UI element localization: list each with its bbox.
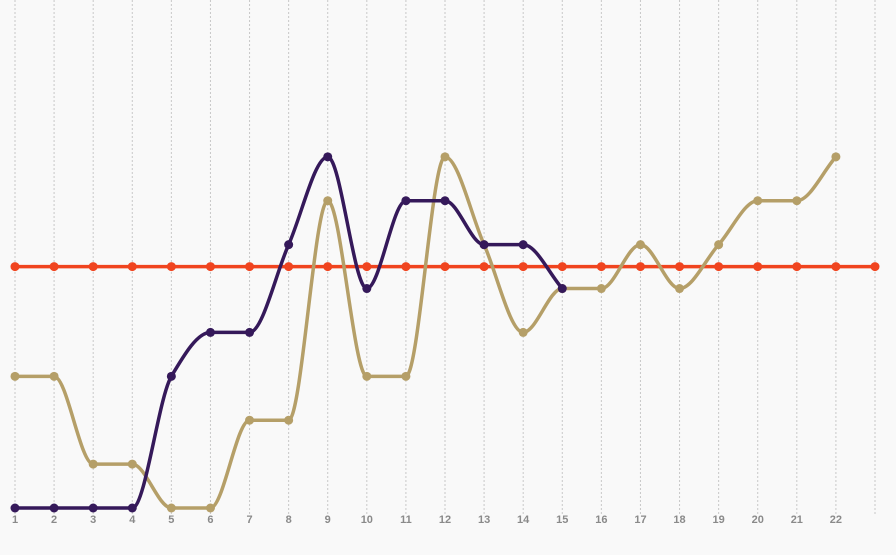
x-tick-label: 3	[90, 514, 96, 526]
data-point	[557, 284, 567, 294]
data-point	[10, 262, 20, 272]
data-point	[440, 196, 450, 206]
x-tick-label: 20	[752, 514, 764, 526]
data-point	[440, 262, 450, 272]
data-point	[753, 262, 763, 272]
data-point	[518, 262, 528, 272]
data-point	[635, 262, 645, 272]
x-tick-label: 21	[791, 514, 803, 526]
data-point	[714, 262, 724, 272]
data-point	[440, 152, 450, 162]
x-tick-label: 22	[830, 514, 842, 526]
data-point	[49, 371, 59, 381]
x-tick-label: 5	[168, 514, 174, 526]
data-point	[362, 371, 372, 381]
x-tick-label: 13	[478, 514, 490, 526]
data-point	[362, 284, 372, 294]
data-point	[88, 262, 98, 272]
data-point	[245, 262, 255, 272]
data-point	[127, 459, 137, 469]
x-tick-label: 19	[713, 514, 725, 526]
data-point	[753, 196, 763, 206]
data-point	[10, 371, 20, 381]
x-tick-label: 18	[673, 514, 685, 526]
data-point	[127, 262, 137, 272]
data-point	[714, 240, 724, 250]
data-point	[596, 262, 606, 272]
data-point	[635, 240, 645, 250]
data-point	[479, 262, 489, 272]
x-tick-label: 4	[129, 514, 136, 526]
data-point	[401, 196, 411, 206]
x-tick-label: 12	[439, 514, 451, 526]
data-point	[245, 415, 255, 425]
data-point	[831, 152, 841, 162]
series-line	[14, 155, 838, 510]
data-point	[362, 262, 372, 272]
x-tick-label: 7	[246, 514, 252, 526]
data-point	[792, 196, 802, 206]
data-point	[675, 262, 685, 272]
x-tick-label: 2	[51, 514, 57, 526]
x-tick-label: 6	[207, 514, 213, 526]
x-tick-label: 15	[556, 514, 568, 526]
data-point	[284, 415, 294, 425]
data-point	[870, 262, 880, 272]
data-point	[323, 152, 333, 162]
data-point	[831, 262, 841, 272]
x-tick-label: 16	[595, 514, 607, 526]
data-point	[49, 262, 59, 272]
data-point	[205, 503, 215, 513]
data-point	[323, 196, 333, 206]
data-point	[675, 284, 685, 294]
data-point	[166, 503, 176, 513]
x-tick-label: 8	[286, 514, 292, 526]
x-tick-label: 14	[517, 514, 530, 526]
data-point	[401, 262, 411, 272]
data-point	[479, 240, 489, 250]
data-point	[166, 262, 176, 272]
x-tick-label: 10	[361, 514, 373, 526]
x-tick-label: 11	[400, 514, 412, 526]
x-tick-label: 9	[325, 514, 331, 526]
data-point	[284, 240, 294, 250]
data-point	[245, 327, 255, 337]
data-point	[792, 262, 802, 272]
data-point	[88, 459, 98, 469]
x-tick-label: 17	[634, 514, 646, 526]
data-point	[596, 284, 606, 294]
data-point	[518, 240, 528, 250]
data-point	[10, 503, 20, 513]
data-point	[127, 503, 137, 513]
data-point	[323, 262, 333, 272]
data-point	[557, 262, 567, 272]
data-point	[88, 503, 98, 513]
data-point	[518, 327, 528, 337]
data-point	[401, 371, 411, 381]
data-point	[205, 327, 215, 337]
x-tick-label: 1	[12, 514, 18, 526]
data-point	[205, 262, 215, 272]
data-point	[166, 371, 176, 381]
data-point	[284, 262, 294, 272]
data-point	[49, 503, 59, 513]
series-line	[15, 155, 564, 510]
